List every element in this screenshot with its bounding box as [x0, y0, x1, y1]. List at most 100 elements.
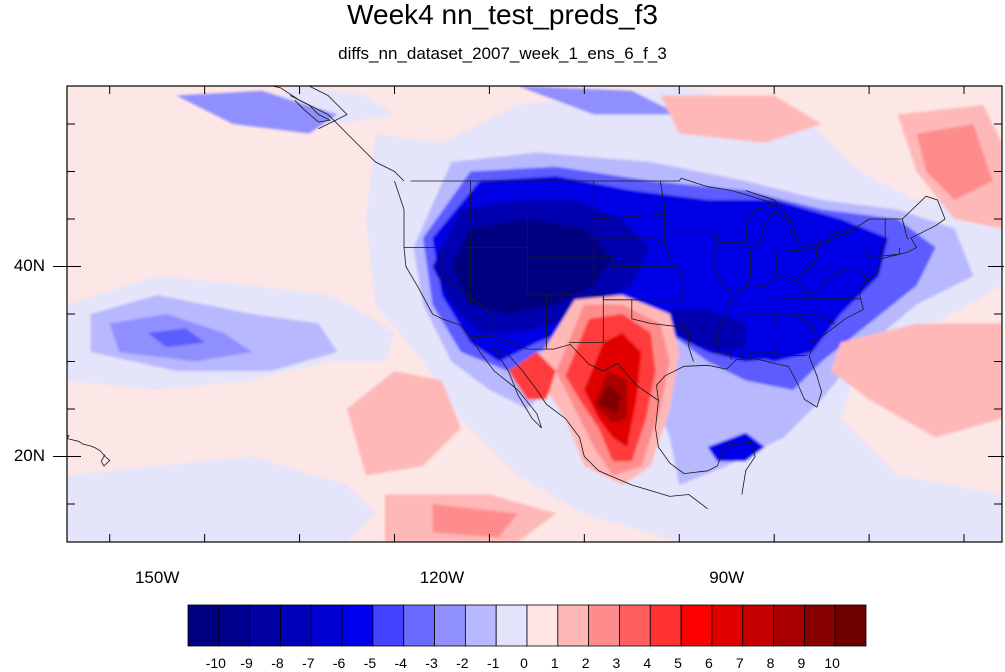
coastline-segment: [394, 180, 708, 510]
field-contour-pos2: [660, 95, 822, 143]
colorbar-box: [434, 604, 466, 647]
coastline-segment: [745, 250, 751, 288]
field-contour-neg4: [147, 328, 205, 348]
field-contour-pos3: [916, 124, 993, 200]
colorbar-tick-label: -4: [394, 655, 407, 671]
colorbar-box: [341, 604, 374, 647]
field-contour-pos2: [831, 323, 1002, 438]
lon-label: 120W: [419, 568, 465, 587]
colorbar-tick-label: 1: [550, 655, 559, 671]
colorbar-tick-label: -5: [363, 655, 377, 671]
coastline-segment: [593, 213, 665, 220]
colorbar-box: [403, 604, 435, 647]
colorbar-box: [187, 604, 220, 647]
colorbar-box: [803, 604, 836, 647]
coastline-segment: [773, 351, 808, 357]
colorbar-tick-label: 0: [520, 655, 528, 671]
colorbar-box: [310, 604, 343, 647]
colorbar-tick-label: -2: [456, 655, 469, 671]
colorbar-box: [526, 604, 559, 647]
colorbar-tick-label: -7: [302, 655, 315, 671]
lon-label: 150W: [134, 568, 180, 587]
difference-field: [67, 86, 1002, 542]
coastline-segment: [881, 247, 900, 257]
colorbar: [187, 604, 867, 647]
colorbar-tick-label: -8: [271, 655, 284, 671]
colorbar-tick-label: 8: [766, 655, 775, 671]
coastline-segment: [676, 266, 694, 362]
coastline-segment: [816, 219, 886, 258]
colorbar-tick-label: 5: [674, 655, 682, 671]
map-subtitle: diffs_nn_dataset_2007_week_1_ens_6_f_3: [338, 44, 667, 63]
coastline-segment: [470, 335, 659, 401]
colorbar-tick-label: 7: [735, 655, 744, 671]
lat-label: 40N: [13, 255, 45, 275]
field-contour-pos2: [347, 371, 461, 476]
coastlines-and-borders: [67, 86, 946, 510]
colorbar-box: [773, 604, 805, 647]
coastline-segment: [67, 435, 111, 467]
coastline-segment: [546, 294, 604, 343]
colorbar-tick-label: -10: [205, 655, 226, 671]
colorbar-tick-label: -9: [240, 655, 253, 671]
coastline-segment: [788, 228, 858, 252]
colorbar-box: [557, 604, 590, 647]
field-contour-neg3: [176, 90, 338, 134]
field-contour-neg3: [517, 86, 680, 115]
colorbar-tick-label: -1: [486, 655, 500, 671]
field-contour-bg_neg: [252, 86, 395, 124]
coastline-segment: [731, 298, 861, 301]
lon-label: 90W: [709, 568, 745, 587]
coastline-segment: [796, 269, 846, 294]
colorbar-tick-label: -6: [332, 655, 346, 671]
map-title: Week4 nn_test_preds_f3: [347, 0, 658, 30]
coastline-segment: [270, 86, 405, 182]
coastline-segment: [816, 268, 870, 282]
colorbar-box: [280, 604, 312, 647]
colorbar-tick-label: 6: [705, 655, 713, 671]
colorbar-box: [372, 604, 405, 647]
field-contour-pos10: [598, 385, 621, 414]
colorbar-box: [464, 604, 497, 647]
coastline-segment: [410, 177, 946, 248]
coastline-segment: [308, 86, 348, 130]
coastline-segment: [659, 180, 673, 261]
colorbar-box: [619, 604, 651, 647]
coastline-segment: [593, 237, 666, 244]
coastline-segment: [655, 400, 756, 495]
colorbar-box: [742, 604, 774, 647]
colorbar-tick-label: 2: [581, 655, 590, 671]
coastline-segment: [665, 232, 748, 244]
colorbar-tick-label: 3: [612, 655, 621, 671]
coastline-segment: [745, 190, 799, 249]
field-contour-pos5: [508, 352, 556, 400]
lat-label: 20N: [13, 445, 45, 465]
coastline-segment: [289, 95, 332, 123]
coastline-segment: [901, 218, 910, 240]
colorbar-box: [249, 604, 281, 647]
colorbar-box: [834, 604, 867, 647]
coastline-segment: [731, 274, 777, 296]
colorbar-tick-label: 4: [643, 655, 652, 671]
colorbar-tick-label: 10: [824, 655, 840, 671]
axis-ticks: [53, 86, 1004, 542]
coastline-segment: [631, 299, 685, 328]
field-contour-neg10: [451, 219, 613, 314]
coastline-segment: [792, 313, 815, 342]
colorbar-box: [495, 604, 528, 647]
coastline-segment: [656, 218, 946, 408]
colorbar-box: [711, 604, 744, 647]
colorbar-box: [588, 604, 620, 647]
coastline-segment: [527, 181, 547, 350]
coastline-segment: [711, 233, 732, 360]
field-contour-bg_neg: [67, 456, 376, 542]
colorbar-box: [680, 604, 713, 647]
coastline-segment: [470, 181, 472, 305]
coastline-segment: [441, 247, 494, 336]
colorbar-box: [218, 604, 251, 647]
colorbar-box: [649, 604, 682, 647]
colorbar-tick-label: -3: [425, 655, 438, 671]
colorbar-tick-label: 9: [797, 655, 806, 671]
field-contour-pos3: [432, 504, 518, 538]
